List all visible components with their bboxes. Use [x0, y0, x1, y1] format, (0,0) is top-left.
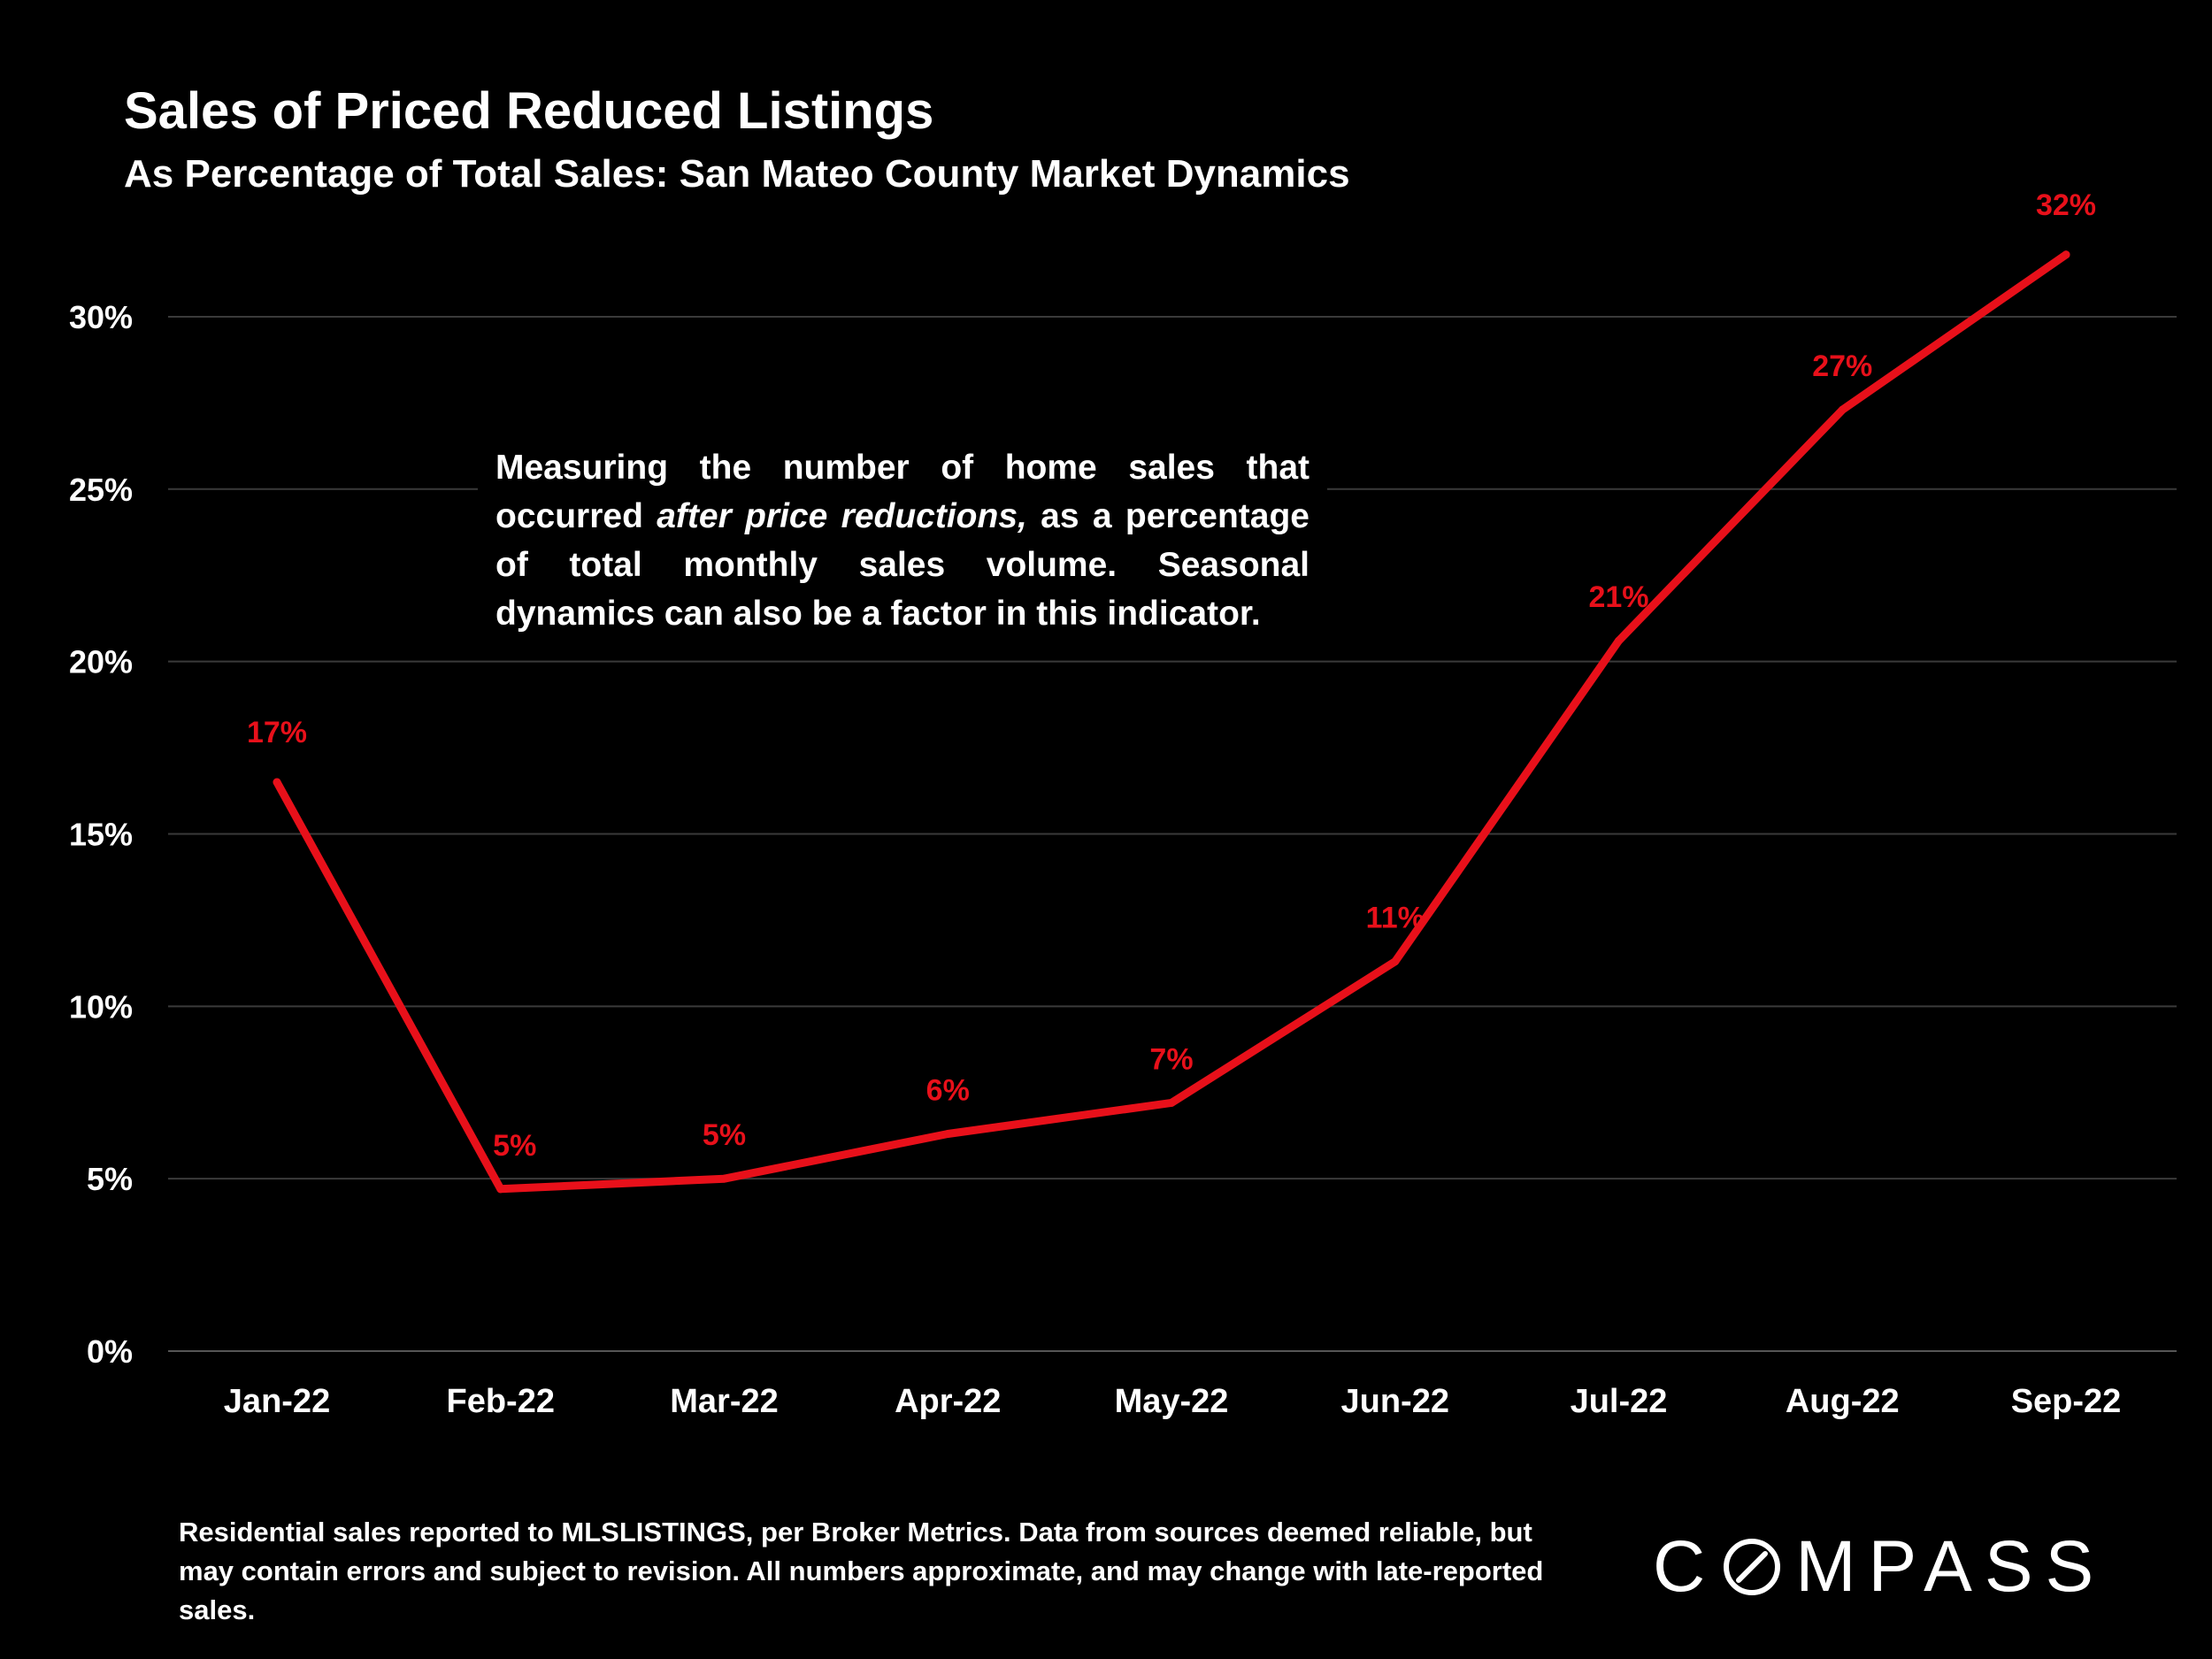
- compass-logo: C MPASS: [1653, 1526, 2107, 1607]
- chart-subtitle: As Percentage of Total Sales: San Mateo …: [124, 152, 1350, 196]
- data-label: 6%: [926, 1073, 970, 1107]
- x-tick-label: May-22: [1115, 1383, 1229, 1420]
- data-point: [1167, 1098, 1176, 1107]
- y-tick-label: 15%: [69, 816, 133, 852]
- data-point: [2062, 250, 2070, 259]
- data-point: [1615, 636, 1623, 645]
- logo-letters-mpass: MPASS: [1795, 1526, 2107, 1607]
- data-label: 11%: [1366, 902, 1425, 935]
- source-footnote: Residential sales reported to MLSLISTING…: [179, 1517, 1544, 1625]
- logo-letter-c: C: [1653, 1526, 1718, 1607]
- series-line-layer: [273, 250, 2070, 1194]
- data-point: [273, 778, 281, 787]
- data-point: [496, 1185, 505, 1194]
- x-tick-label: Apr-22: [895, 1383, 1001, 1420]
- data-label: 32%: [2036, 188, 2096, 222]
- y-tick-label: 10%: [69, 988, 133, 1025]
- chart-title: Sales of Priced Reduced Listings: [124, 82, 934, 140]
- data-point: [943, 1129, 952, 1138]
- x-axis-ticks: Jan-22 Feb-22 Mar-22 Apr-22 May-22 Jun-22 Jul-…: [224, 1383, 2122, 1420]
- data-label: 5%: [493, 1129, 536, 1163]
- y-tick-label: 20%: [69, 644, 133, 680]
- y-tick-label: 5%: [87, 1161, 133, 1197]
- data-point: [1838, 405, 1847, 414]
- x-tick-label: Sep-22: [2011, 1383, 2122, 1420]
- x-tick-label: Jun-22: [1341, 1383, 1449, 1420]
- x-tick-label: Jul-22: [1571, 1383, 1668, 1420]
- data-label: 5%: [703, 1118, 746, 1152]
- x-tick-label: Aug-22: [1786, 1383, 1900, 1420]
- annotation-text-italic: after price reductions,: [657, 497, 1027, 535]
- y-tick-label: 25%: [69, 472, 133, 508]
- annotation-text-1: Measuring the number of home sales that …: [495, 449, 1310, 535]
- data-labels: 17% 5% 5% 6% 7% 11% 21% 27% 32%: [247, 188, 2096, 1163]
- data-point: [720, 1174, 728, 1183]
- annotation-text-2: as a percentage of total monthly sales v…: [495, 497, 1310, 633]
- x-tick-label: Mar-22: [670, 1383, 779, 1420]
- x-tick-label: Feb-22: [447, 1383, 555, 1420]
- data-point: [1391, 957, 1400, 966]
- data-label: 21%: [1588, 580, 1648, 614]
- y-axis-ticks: 0% 5% 10% 15% 20% 25% 30%: [69, 299, 133, 1370]
- data-label: 27%: [1812, 349, 1872, 383]
- compass-o-icon: [1724, 1539, 1781, 1595]
- y-tick-label: 0%: [87, 1333, 133, 1370]
- x-tick-label: Jan-22: [224, 1383, 330, 1420]
- chart-annotation: Measuring the number of home sales that …: [478, 436, 1327, 645]
- data-label: 7%: [1149, 1042, 1193, 1076]
- data-label: 17%: [247, 716, 307, 749]
- y-tick-label: 30%: [69, 299, 133, 335]
